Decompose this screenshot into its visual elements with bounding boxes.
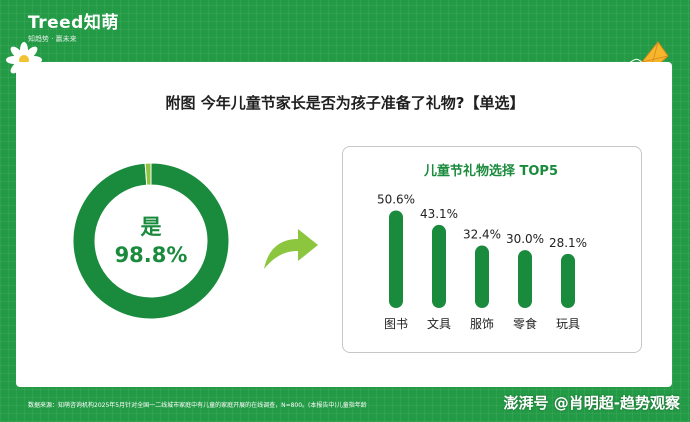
bar-value-label: 43.1%: [420, 207, 458, 221]
data-source-note: 数据来源：知萌咨询机构2025年5月针对全国一二线城市家庭中有儿童的家庭开展的在…: [28, 402, 367, 409]
bar-chart: 50.6% 图书 43.1% 文具 32.4% 服饰 30.0% 零食 28.1% 玩具: [377, 192, 587, 331]
bar-category-label: 图书: [384, 317, 408, 331]
donut-chart: [72, 162, 230, 320]
bar-category-label: 零食: [513, 316, 537, 331]
brand-logo: Treed知萌 知趋势 · 赢未来: [28, 8, 119, 44]
donut-value-label: 98.8%: [114, 243, 188, 267]
bar-服饰: [475, 245, 489, 308]
donut-slice-1: [72, 162, 230, 320]
top5-panel: [342, 146, 642, 353]
donut-category-label: 是: [140, 215, 162, 239]
bar-value-label: 50.6%: [377, 192, 415, 206]
arrow-right-icon: [264, 229, 318, 269]
bar-value-label: 28.1%: [549, 236, 587, 250]
bar-chart-title: 儿童节礼物选择 TOP5: [423, 164, 559, 179]
bar-文具: [432, 224, 446, 308]
page-title: 附图 今年儿童节家长是否为孩子准备了礼物?【单选】: [165, 94, 525, 112]
watermark: 澎湃号 @肖明超-趋势观察: [503, 394, 680, 412]
bar-图书: [389, 210, 403, 308]
bar-category-label: 玩具: [556, 317, 580, 331]
brand-name: Treed知萌: [28, 13, 119, 33]
bar-category-label: 文具: [427, 316, 451, 331]
donut-center-label: 是 98.8%: [72, 213, 230, 269]
brand-tagline: 知趋势 · 赢未来: [28, 35, 77, 43]
donut-slice-2: [144, 162, 152, 186]
bar-零食: [518, 250, 532, 308]
bar-value-label: 30.0%: [506, 232, 544, 246]
bar-category-label: 服饰: [470, 317, 494, 331]
bar-玩具: [561, 253, 575, 308]
bar-value-label: 32.4%: [463, 228, 501, 242]
